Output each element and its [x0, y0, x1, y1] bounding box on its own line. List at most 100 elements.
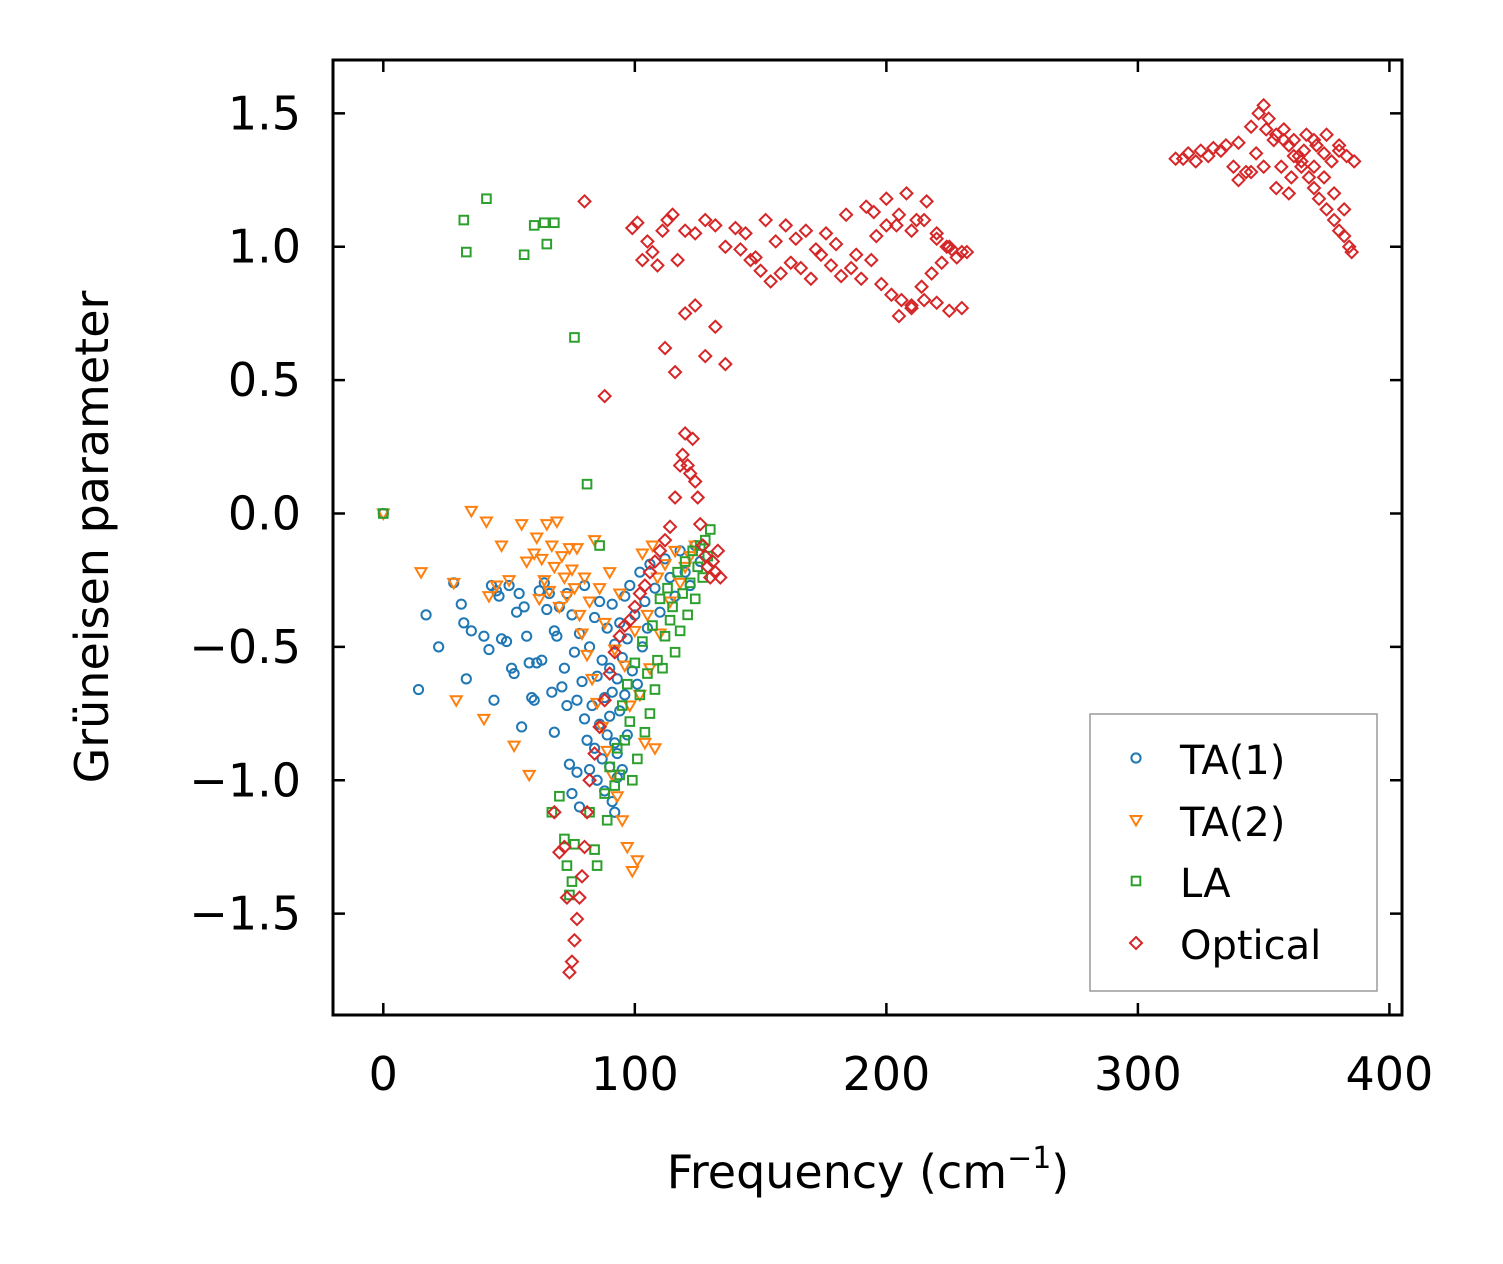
point-la: [621, 678, 633, 690]
point-ta2: [564, 564, 580, 578]
point-ta1: [493, 590, 505, 602]
point-ta1: [679, 566, 691, 578]
point-ta2: [609, 791, 625, 804]
point-optical: [914, 279, 929, 295]
point-ta1: [616, 763, 628, 776]
point-optical: [607, 644, 623, 660]
point-la: [632, 753, 643, 765]
point-ta2: [413, 567, 429, 580]
point-optical: [1276, 121, 1292, 137]
point-optical: [929, 231, 945, 247]
point-la: [637, 636, 648, 647]
point-ta2: [597, 617, 612, 631]
point-optical: [1296, 143, 1312, 159]
point-ta1: [654, 606, 666, 618]
point-optical: [1231, 172, 1246, 188]
point-optical: [813, 247, 829, 263]
point-optical: [680, 458, 696, 473]
x-tick-label: 400: [1346, 1047, 1434, 1101]
point-optical: [662, 519, 678, 535]
point-optical: [1326, 185, 1342, 201]
point-ta1: [609, 806, 621, 818]
legend-markers: [1128, 752, 1144, 951]
point-la: [528, 220, 540, 231]
point-ta1: [511, 606, 523, 618]
point-la: [581, 478, 593, 490]
point-optical: [873, 276, 889, 292]
point-ta1: [604, 662, 616, 674]
point-optical: [1339, 148, 1355, 164]
point-ta1: [599, 785, 611, 797]
x-axis-title-close: ): [1051, 1145, 1069, 1199]
point-la: [647, 620, 658, 631]
point-la: [619, 734, 631, 746]
point-ta1: [611, 673, 623, 685]
point-optical: [1306, 132, 1322, 148]
point-optical: [612, 628, 628, 644]
point-ta1: [571, 766, 583, 778]
point-optical: [1256, 97, 1272, 113]
point-ta1: [503, 579, 515, 592]
point-optical: [1238, 164, 1254, 180]
point-optical: [687, 298, 703, 313]
point-optical: [597, 388, 613, 404]
point-ta2: [579, 649, 595, 663]
point-optical: [941, 239, 957, 255]
point-optical: [697, 212, 713, 228]
point-optical: [878, 217, 894, 233]
point-optical: [624, 220, 640, 236]
point-optical: [904, 300, 919, 316]
point-optical: [587, 746, 603, 761]
point-ta1: [591, 670, 603, 682]
point-optical: [1301, 169, 1317, 185]
point-la: [594, 540, 605, 551]
point-ta2: [672, 577, 688, 591]
point-optical: [1256, 159, 1272, 175]
point-la: [634, 689, 646, 701]
point-optical: [546, 804, 562, 820]
point-optical: [650, 257, 665, 273]
point-optical: [1316, 169, 1332, 185]
point-ta1: [551, 630, 563, 642]
point-ta1: [611, 747, 623, 760]
point-optical: [783, 255, 799, 271]
point-optical: [1281, 137, 1297, 153]
point-optical: [582, 772, 597, 788]
point-ta1: [619, 689, 631, 701]
point-ta1: [578, 713, 591, 725]
point-la: [518, 249, 530, 261]
plot-frame-group: [331, 58, 1404, 1017]
point-optical: [733, 241, 748, 257]
point-optical: [1291, 148, 1307, 164]
point-optical: [639, 233, 655, 249]
point-optical: [629, 215, 645, 231]
point-optical: [707, 217, 723, 233]
point-la: [616, 700, 628, 711]
legend-label-la: LA: [1180, 861, 1231, 907]
point-optical: [828, 236, 844, 252]
point-optical: [579, 804, 595, 820]
point-la: [667, 601, 678, 613]
point-la: [566, 876, 578, 887]
legend-marker-la: [1130, 875, 1142, 887]
point-ta1: [455, 598, 467, 610]
point-ta2: [489, 580, 504, 594]
point-optical: [602, 666, 618, 681]
point-ta1: [518, 601, 530, 613]
point-la: [672, 566, 683, 578]
point-ta1: [548, 625, 560, 637]
legend-frame: [1089, 713, 1378, 992]
point-ta2: [582, 596, 597, 610]
y-tick-label: −1.0: [189, 753, 301, 807]
point-ta2: [640, 609, 655, 623]
point-la: [662, 582, 673, 594]
point-optical: [655, 223, 670, 239]
point-ta1: [596, 654, 608, 666]
point-optical: [1306, 159, 1322, 175]
point-optical: [941, 303, 957, 319]
point-ta1: [460, 673, 472, 685]
point-ta1: [614, 705, 626, 717]
x-tick-label: 200: [842, 1047, 930, 1101]
point-optical: [677, 426, 693, 441]
point-ta1: [505, 662, 518, 674]
